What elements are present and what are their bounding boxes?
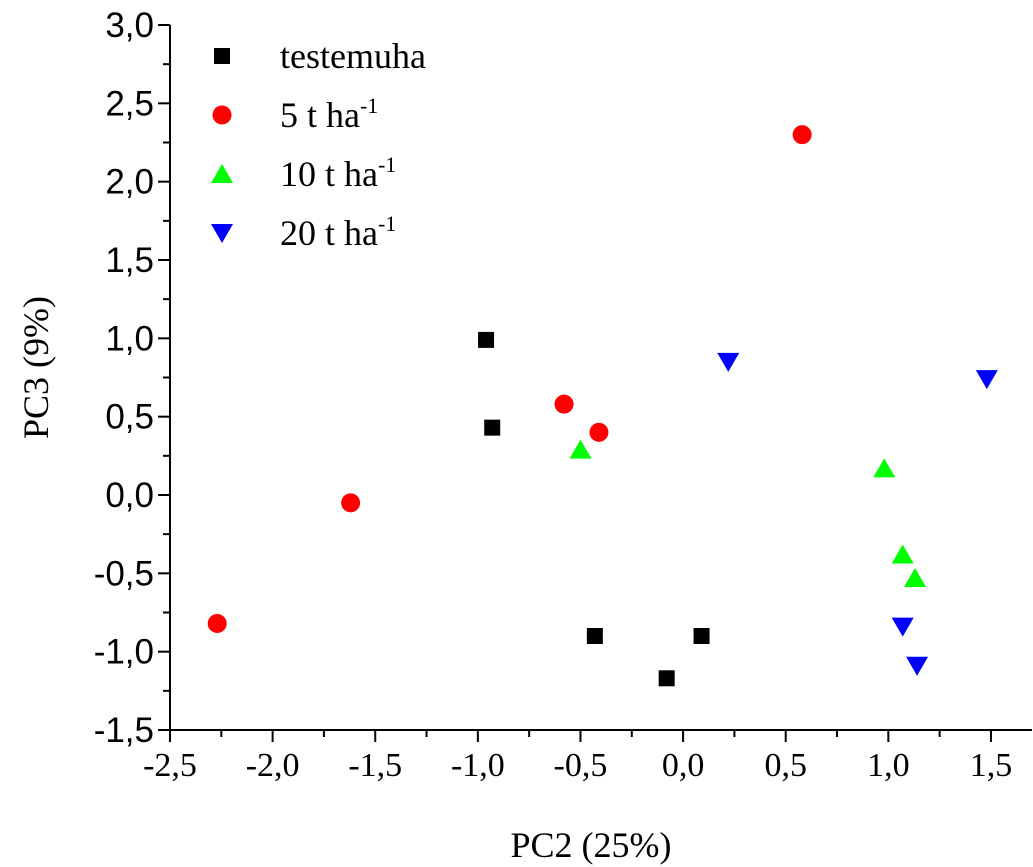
y-tick-label: -0,5 <box>94 554 154 593</box>
y-tick-label: 0,5 <box>105 398 154 437</box>
legend-label-1: testemuha <box>280 36 426 76</box>
data-point-series-1 <box>658 670 675 687</box>
legend-marker-3 <box>211 164 233 183</box>
data-point-series-2 <box>207 613 227 633</box>
data-point-series-4 <box>717 352 740 372</box>
data-point-series-3 <box>873 458 896 478</box>
x-axis-title: PC2 (25%) <box>511 825 672 865</box>
legend-label-2: 5 t ha-1 <box>280 93 378 135</box>
data-point-series-2 <box>792 125 812 145</box>
legend-marker-4 <box>211 224 233 243</box>
y-axis-title: PC3 (9%) <box>16 296 56 439</box>
data-point-series-1 <box>478 331 495 348</box>
x-tick-label: 0,5 <box>764 747 807 784</box>
data-point-series-1 <box>484 419 501 436</box>
legend-label-4: 20 t ha-1 <box>280 211 396 253</box>
data-point-series-2 <box>589 422 609 442</box>
y-tick-label: 1,5 <box>105 241 154 280</box>
data-point-series-3 <box>891 544 914 564</box>
legend-marker-1 <box>214 48 230 64</box>
x-tick-label: -1,5 <box>348 747 402 784</box>
y-tick-label: 0,0 <box>105 476 154 515</box>
legend-marker-2 <box>212 105 232 125</box>
y-tick-label: 2,5 <box>105 84 154 123</box>
x-tick-label: 1,5 <box>970 747 1013 784</box>
y-tick-label: 3,0 <box>105 6 154 45</box>
data-point-series-2 <box>554 394 574 414</box>
data-point-series-4 <box>975 370 998 390</box>
x-tick-label: 1,0 <box>867 747 910 784</box>
data-point-series-4 <box>906 656 929 676</box>
data-point-series-1 <box>693 628 710 644</box>
data-points <box>207 125 998 687</box>
x-tick-label: -1,0 <box>451 747 505 784</box>
y-tick-label: 1,0 <box>105 319 154 358</box>
x-tick-label: -2,5 <box>143 747 197 784</box>
data-point-series-2 <box>341 493 361 513</box>
y-tick-label: -1,0 <box>94 633 154 672</box>
ticks: -1,5 -1,0 -0,5 0,0 0,5 1,0 1,5 2,0 2,5 3,0 -2,5 -2,… <box>94 6 1013 784</box>
y-tick-label: -1,5 <box>94 711 154 750</box>
data-point-series-3 <box>904 568 927 588</box>
x-tick-label: 0,0 <box>662 747 705 784</box>
legend: testemuha 5 t ha-1 10 t ha-1 20 t ha-1 <box>211 36 426 253</box>
y-tick-label: 2,0 <box>105 163 154 202</box>
data-point-series-4 <box>891 617 914 637</box>
legend-label-3: 10 t ha-1 <box>280 152 396 194</box>
data-point-series-3 <box>569 439 592 459</box>
data-point-series-1 <box>586 628 603 644</box>
x-tick-label: -2,0 <box>246 747 300 784</box>
x-tick-label: -0,5 <box>554 747 608 784</box>
